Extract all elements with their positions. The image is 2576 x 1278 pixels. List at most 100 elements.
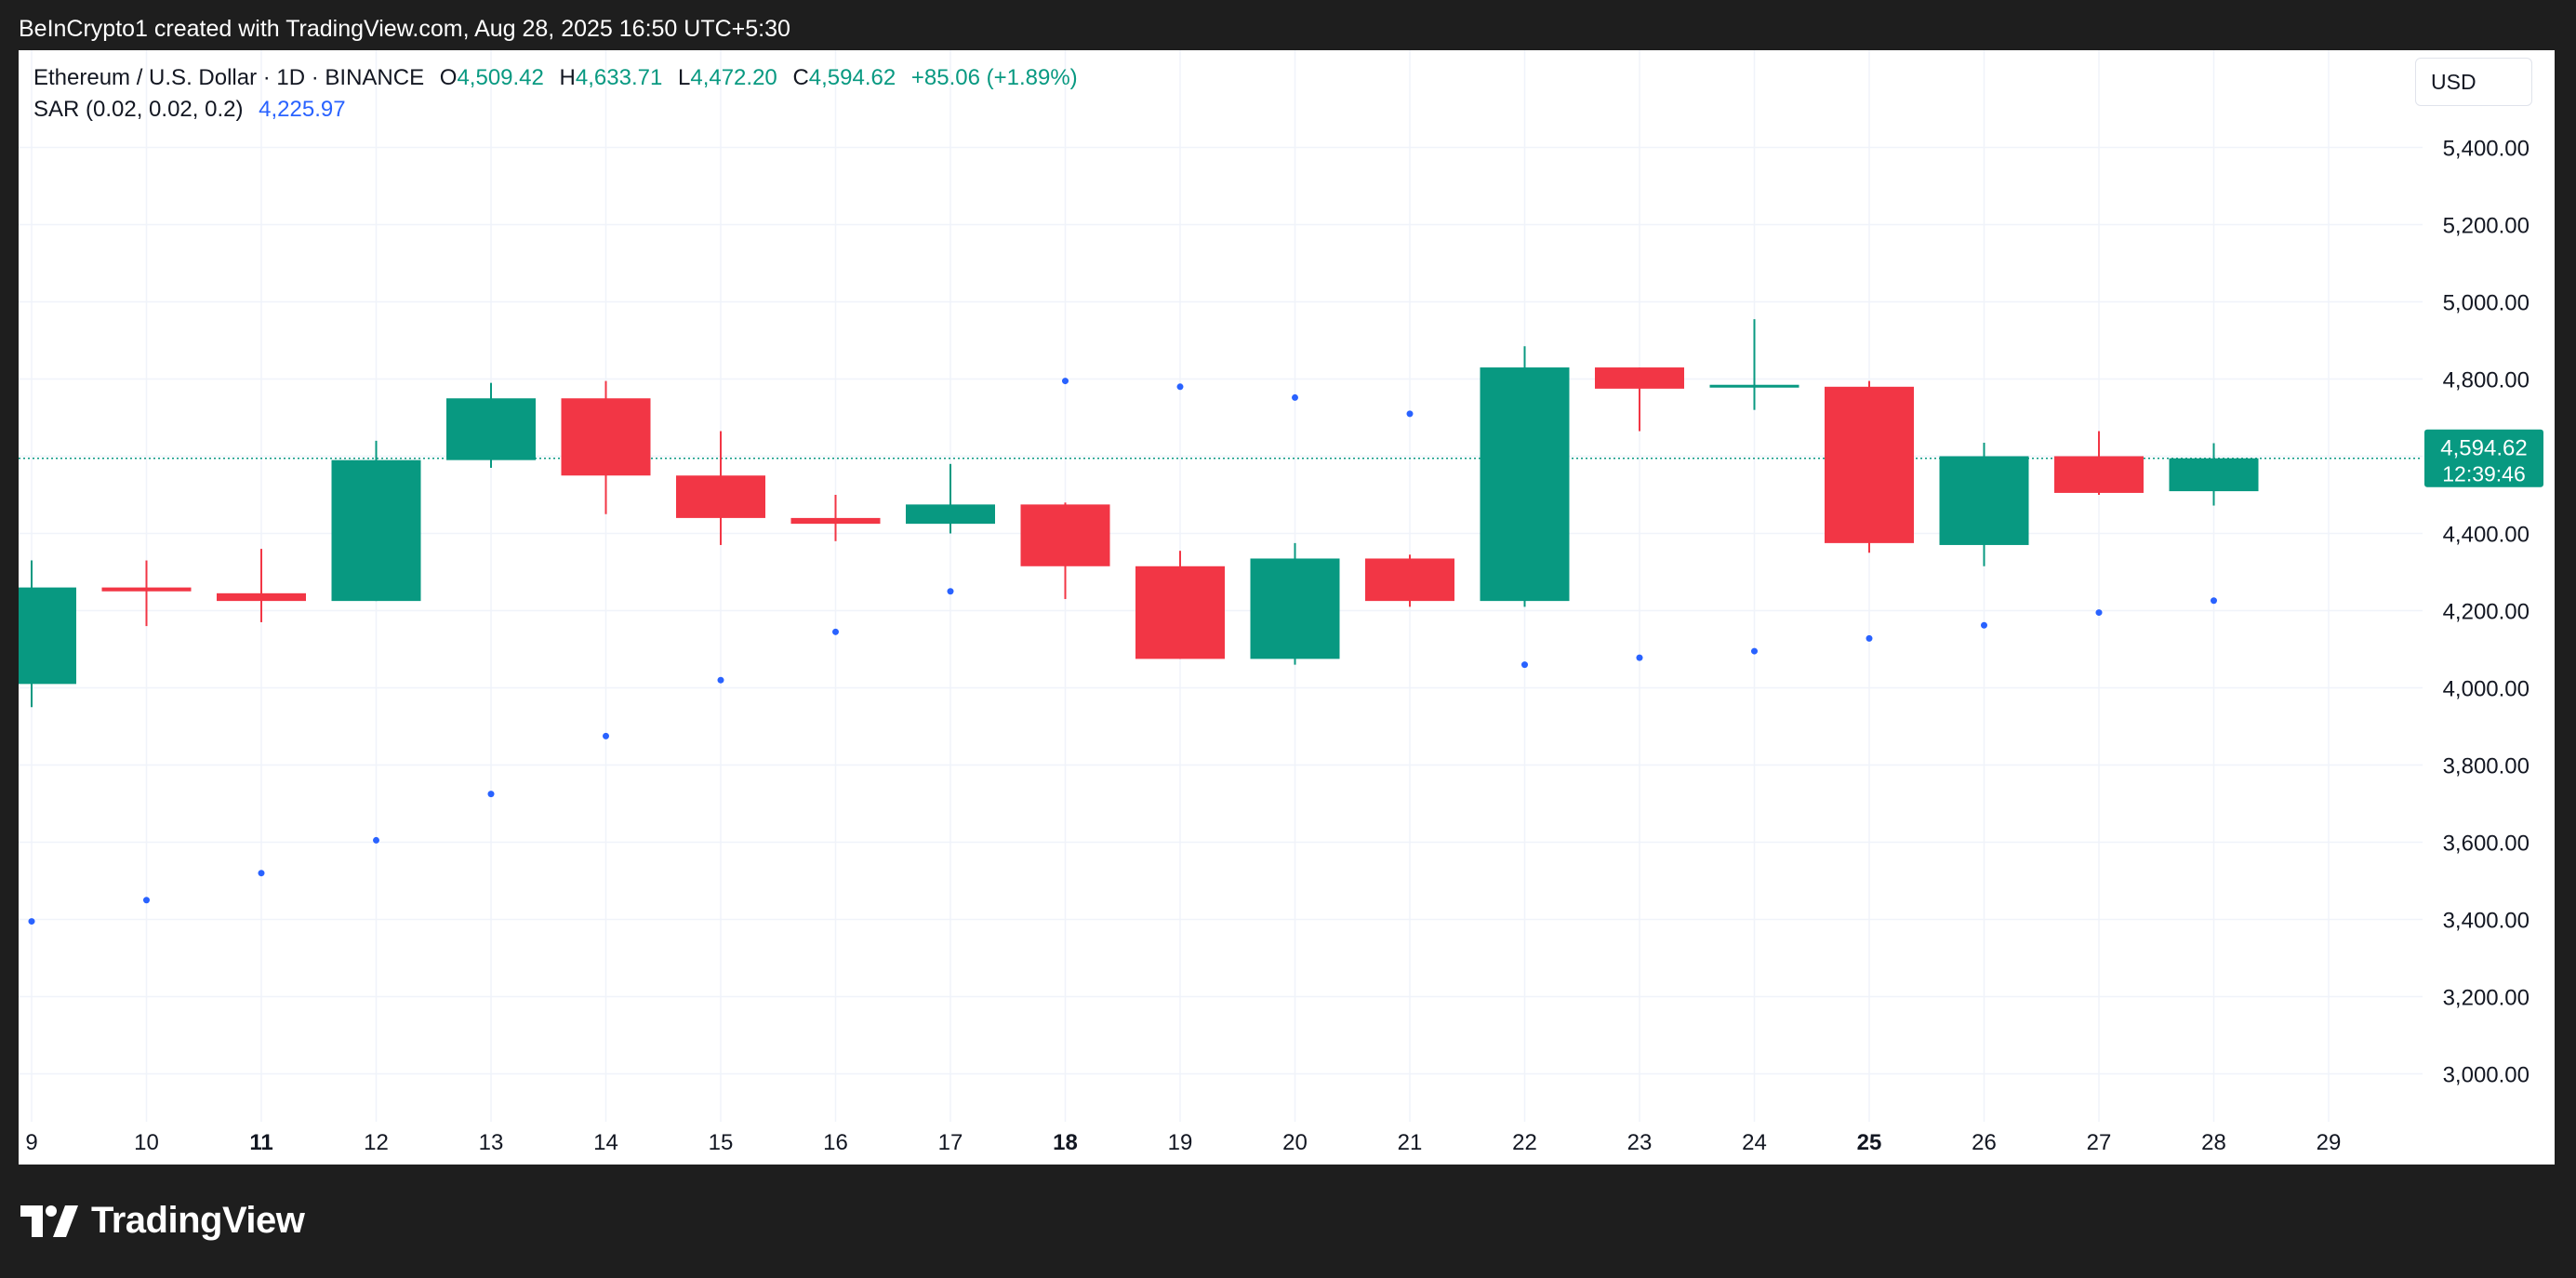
- sar-dot: [947, 588, 954, 595]
- last-price-tag: [2424, 429, 2543, 487]
- low-value: 4,472.20: [690, 65, 777, 90]
- candle: [19, 560, 76, 708]
- candle: [2054, 431, 2144, 495]
- candle: [1250, 542, 1340, 665]
- candle: [1020, 502, 1110, 600]
- candle: [1595, 367, 1684, 432]
- currency-selector[interactable]: USD: [2415, 58, 2532, 106]
- sar-dot: [1751, 647, 1758, 655]
- sar-dot: [603, 732, 609, 739]
- brand-name: TradingView: [91, 1200, 305, 1241]
- candle: [561, 380, 651, 514]
- x-tick-label: 25: [1857, 1130, 1882, 1155]
- sar-dot: [373, 836, 379, 844]
- candle-body: [1135, 566, 1225, 659]
- candlestick-chart[interactable]: 3,000.00 3,200.00 3,400.00 3,600.00 3,800.00…: [19, 50, 2555, 1165]
- y-tick-label: 4,000.00: [2443, 677, 2530, 702]
- candle-body: [1939, 456, 2029, 545]
- candle-body: [1825, 386, 1914, 543]
- x-tick-label: 13: [479, 1130, 504, 1155]
- candle-body: [906, 504, 995, 525]
- x-tick-label: 22: [1512, 1130, 1537, 1155]
- y-tick-label: 4,800.00: [2443, 368, 2530, 393]
- x-tick-label: 9: [25, 1130, 37, 1155]
- candle-body: [446, 398, 536, 460]
- sar-dot: [28, 918, 35, 925]
- indicator-legend: SAR (0.02, 0.02, 0.2) 4,225.97: [33, 95, 346, 125]
- x-tick-label: 19: [1168, 1130, 1193, 1155]
- candle: [1825, 380, 1914, 553]
- candle-body: [331, 459, 421, 602]
- y-tick-label: 5,000.00: [2443, 291, 2530, 316]
- sar-dot: [143, 897, 150, 904]
- high-label: H: [559, 65, 576, 90]
- candles-layer: [19, 319, 2259, 708]
- last-price-value: 4,594.62: [2440, 436, 2527, 461]
- candle-body: [2054, 456, 2144, 493]
- x-tick-label: 15: [709, 1130, 734, 1155]
- x-tick-label: 18: [1053, 1130, 1078, 1155]
- indicator-value: 4,225.97: [259, 97, 346, 122]
- x-tick-label: 16: [823, 1130, 848, 1155]
- y-tick-label: 5,200.00: [2443, 214, 2530, 239]
- x-tick-label: 27: [2087, 1130, 2112, 1155]
- sar-dot: [1521, 661, 1528, 669]
- sar-dot: [1981, 621, 1987, 629]
- sar-dot: [258, 870, 265, 877]
- candle: [906, 463, 995, 534]
- candle-body: [217, 592, 306, 602]
- high-value: 4,633.71: [575, 65, 663, 90]
- y-tick-label: 3,600.00: [2443, 832, 2530, 857]
- x-tick-label: 12: [364, 1130, 389, 1155]
- x-tick-label: 29: [2317, 1130, 2342, 1155]
- symbol-title[interactable]: Ethereum / U.S. Dollar · 1D · BINANCE: [33, 65, 425, 90]
- x-tick-label: 14: [593, 1130, 618, 1155]
- low-label: L: [677, 65, 691, 90]
- candle: [2169, 443, 2259, 506]
- x-tick-label: 21: [1398, 1130, 1423, 1155]
- candle-body: [19, 587, 76, 685]
- y-tick-label: 4,400.00: [2443, 523, 2530, 548]
- sar-dot: [1176, 383, 1184, 391]
- sar-dot: [1292, 393, 1298, 401]
- x-tick-label: 28: [2201, 1130, 2226, 1155]
- y-tick-label: 3,200.00: [2443, 986, 2530, 1011]
- candle: [1480, 346, 1570, 607]
- candle: [101, 560, 192, 627]
- candle: [1365, 554, 1454, 607]
- sar-dot: [2211, 597, 2217, 605]
- time-axis: 9 10 11 12 13 14 15 16 17 18 19 20 21 22 23 24 25 26 27 28 2…: [25, 1130, 2341, 1155]
- symbol-legend: Ethereum / U.S. Dollar · 1D · BINANCE O4…: [33, 63, 1078, 93]
- candle: [1939, 442, 2029, 566]
- chart-caption: BeInCrypto1 created with TradingView.com…: [19, 16, 790, 42]
- y-tick-label: 5,400.00: [2443, 137, 2530, 162]
- open-value: 4,509.42: [457, 65, 544, 90]
- tradingview-brand[interactable]: TradingView: [20, 1200, 305, 1242]
- candle-body: [676, 475, 765, 518]
- x-tick-label: 23: [1627, 1130, 1653, 1155]
- change-value: +85.06 (+1.89%): [910, 65, 1078, 90]
- x-tick-label: 26: [1972, 1130, 1997, 1155]
- x-tick-label: 11: [249, 1130, 272, 1155]
- sar-dot: [717, 676, 724, 684]
- y-tick-label: 4,200.00: [2443, 600, 2530, 625]
- indicator-title[interactable]: SAR (0.02, 0.02, 0.2): [33, 97, 244, 122]
- sar-dot: [1866, 634, 1873, 642]
- bar-countdown: 12:39:46: [2442, 462, 2526, 486]
- sar-dot: [1636, 654, 1643, 661]
- close-label: C: [792, 65, 809, 90]
- candle-body: [1365, 558, 1454, 602]
- candle-body: [2169, 458, 2259, 492]
- candle-body: [790, 517, 881, 525]
- candle-body: [1020, 504, 1110, 566]
- x-tick-label: 20: [1282, 1130, 1308, 1155]
- candle-body: [1595, 367, 1684, 389]
- x-tick-label: 17: [938, 1130, 963, 1155]
- candle: [217, 549, 306, 622]
- candle-body: [561, 398, 651, 476]
- candle: [1135, 551, 1225, 659]
- y-tick-label: 3,400.00: [2443, 909, 2530, 934]
- sar-dot: [2095, 609, 2103, 617]
- chart-panel[interactable]: 3,000.00 3,200.00 3,400.00 3,600.00 3,800.00…: [19, 50, 2555, 1165]
